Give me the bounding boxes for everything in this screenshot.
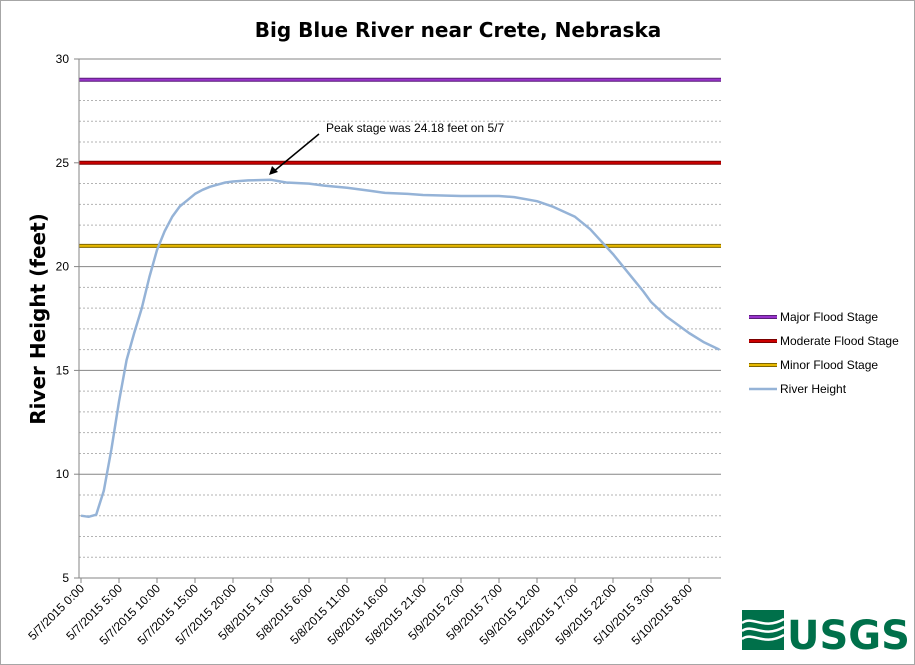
legend-label: Major Flood Stage	[780, 310, 878, 324]
legend-label: River Height	[780, 382, 847, 396]
y-axis-ticks: 5 10 15 20 25 30	[56, 52, 79, 585]
legend-label: Minor Flood Stage	[780, 358, 878, 372]
annotation-text: Peak stage was 24.18 feet on 5/7	[326, 121, 504, 135]
chart-title: Big Blue River near Crete, Nebraska	[255, 18, 662, 42]
usgs-wave-icon	[741, 610, 785, 650]
y-axis-label: River Height (feet)	[26, 213, 50, 425]
series-layer	[79, 77, 721, 519]
y-tick-label: 25	[56, 156, 70, 170]
usgs-logo: USGS	[741, 610, 910, 659]
y-tick-label: 5	[62, 571, 69, 585]
legend-label: Moderate Flood Stage	[780, 334, 899, 348]
minor-gridlines	[79, 79, 721, 558]
x-axis-ticks: 5/7/2015 0:005/7/2015 5:005/7/2015 10:00…	[25, 578, 695, 648]
peak-annotation: Peak stage was 24.18 feet on 5/7	[269, 121, 504, 175]
usgs-logo-text: USGS	[787, 613, 910, 659]
river-height-line	[80, 178, 720, 519]
y-tick-label: 20	[56, 260, 70, 274]
annotation-arrow-line	[272, 133, 320, 173]
y-tick-label: 15	[56, 363, 70, 377]
y-tick-label: 10	[56, 467, 70, 481]
legend: Major Flood Stage Moderate Flood Stage Min…	[749, 310, 899, 396]
y-tick-label: 30	[56, 52, 70, 66]
annotation-arrow-head	[269, 166, 278, 175]
